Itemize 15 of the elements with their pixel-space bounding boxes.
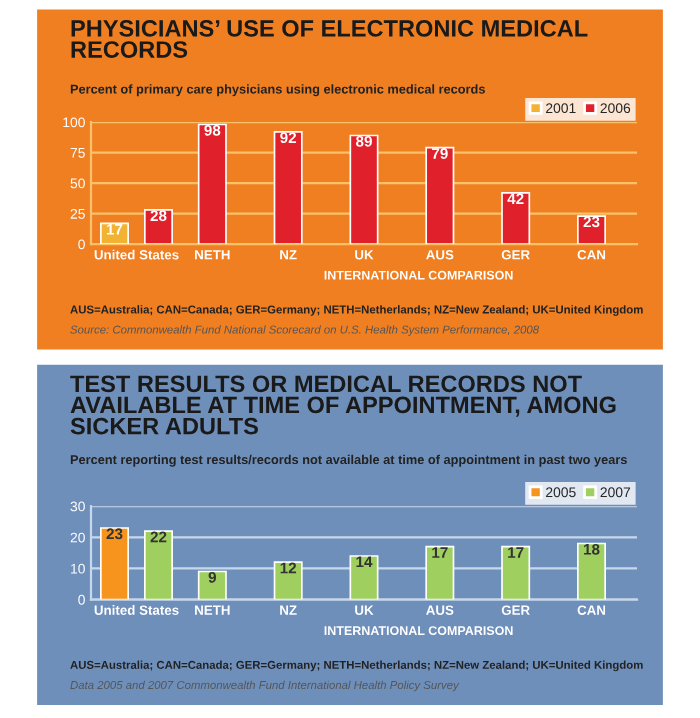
bar: [273, 130, 303, 245]
bar: [197, 123, 227, 245]
bar: [349, 555, 379, 600]
bar: [577, 215, 606, 245]
bar: [273, 561, 303, 600]
bar: [425, 545, 455, 600]
bar: [197, 570, 227, 600]
chart-title: TEST RESULTS OR MEDICAL RECORDS NOT AVAILABLE AT TIME OF APPOINTMENT, AMONG SICKER ADULTS: [70, 375, 616, 435]
bar: [577, 542, 606, 600]
bar: [100, 527, 129, 600]
bar: [501, 545, 531, 600]
chart-title: PHYSICIANS’ USE OF ELECTRONIC MEDICAL RECORDS: [71, 20, 588, 58]
bar: [501, 192, 531, 245]
bar: [425, 146, 455, 245]
bar: [349, 134, 379, 245]
